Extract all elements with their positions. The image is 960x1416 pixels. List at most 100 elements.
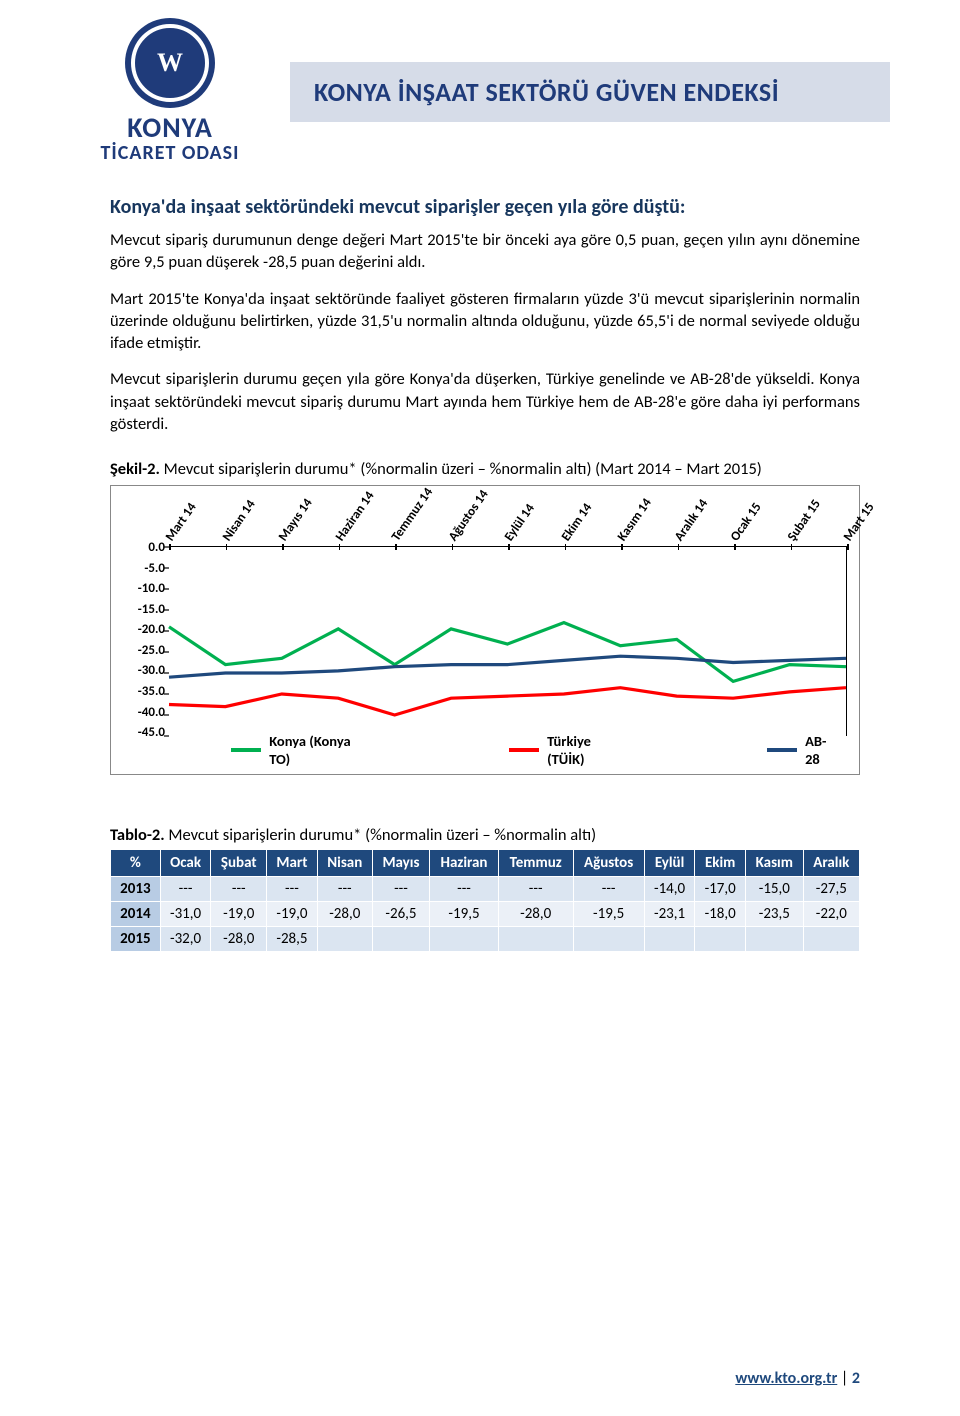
table-cell: -28,0 — [317, 902, 372, 927]
table-cell — [317, 927, 372, 952]
table-cell — [430, 927, 499, 952]
table-cell: --- — [498, 877, 573, 902]
x-axis-labels: Mart 14Nisan 14Mayıs 14Haziran 14Temmuz … — [169, 490, 847, 544]
table-year-cell: 2013 — [111, 877, 161, 902]
table-cell: --- — [573, 877, 644, 902]
table-header: Mayıs — [372, 850, 429, 877]
y-axis-labels: 0.0-5.0-10.0-15.0-20.0-25.0-30.0-35.0-40… — [121, 540, 165, 740]
logo-line1: KONYA — [70, 110, 270, 145]
y-label: -30.0 — [121, 663, 165, 678]
table-row: 2015-32,0-28,0-28,5 — [111, 927, 860, 952]
y-label: -40.0 — [121, 705, 165, 720]
table-cell: -15,0 — [745, 877, 803, 902]
figure-caption-text: Mevcut siparişlerin durumu* (%normalin ü… — [160, 459, 762, 479]
y-label: -15.0 — [121, 602, 165, 617]
logo-line2: TİCARET ODASI — [70, 141, 270, 165]
x-label: Haziran 14 — [332, 489, 377, 544]
table-cell — [644, 927, 695, 952]
table-cell: -22,0 — [803, 902, 859, 927]
x-label: Eylül 14 — [502, 501, 538, 544]
legend-label: AB-28 — [805, 732, 839, 768]
figure-caption: Şekil-2. Mevcut siparişlerin durumu* (%n… — [110, 459, 860, 479]
legend-label: Türkiye (TÜİK) — [547, 732, 627, 768]
footer-page: 2 — [852, 1369, 860, 1388]
paragraph-2: Mart 2015'te Konya'da inşaat sektöründe … — [110, 288, 860, 355]
y-label: -5.0 — [121, 561, 165, 576]
footer-url: www.kto.org.tr — [735, 1369, 837, 1388]
table-cell — [803, 927, 859, 952]
y-label: -45.0 — [121, 725, 165, 740]
footer-sep: | — [837, 1369, 852, 1388]
table-cell: -28,0 — [498, 902, 573, 927]
x-label: Mayıs 14 — [276, 496, 316, 544]
series-line — [169, 688, 846, 715]
table-cell: -28,5 — [267, 927, 318, 952]
table-header: Ocak — [160, 850, 211, 877]
line-chart: Mart 14Nisan 14Mayıs 14Haziran 14Temmuz … — [110, 485, 860, 775]
paragraph-1: Mevcut sipariş durumunun denge değeri Ma… — [110, 229, 860, 274]
table-cell: --- — [211, 877, 267, 902]
chart-lines — [169, 547, 846, 736]
main-content: Konya'da inşaat sektöründeki mevcut sipa… — [0, 165, 960, 952]
table-cell — [695, 927, 746, 952]
page-header: W KONYA TİCARET ODASI KONYA İNŞAAT SEKTÖ… — [0, 0, 960, 165]
legend-swatch — [767, 748, 797, 752]
x-label: Ekim 14 — [558, 501, 595, 544]
table-cell — [498, 927, 573, 952]
table-cell: --- — [317, 877, 372, 902]
table-cell: -23,5 — [745, 902, 803, 927]
legend-swatch — [509, 748, 539, 752]
table-header: Nisan — [317, 850, 372, 877]
chart-plot-area — [169, 546, 847, 736]
table-header: Ekim — [695, 850, 746, 877]
table-caption-bold: Tablo-2. — [110, 825, 165, 845]
table-cell: -19,0 — [211, 902, 267, 927]
data-table: %OcakŞubatMartNisanMayısHaziranTemmuzAğu… — [110, 849, 860, 952]
y-label: 0.0 — [121, 540, 165, 555]
table-cell: --- — [267, 877, 318, 902]
table-header: Aralık — [803, 850, 859, 877]
table-caption: Tablo-2. Mevcut siparişlerin durumu* (%n… — [110, 825, 860, 845]
table-cell: -19,5 — [430, 902, 499, 927]
logo-icon: W — [125, 18, 215, 108]
page-title: KONYA İNŞAAT SEKTÖRÜ GÜVEN ENDEKSİ — [290, 62, 890, 122]
table-header: Eylül — [644, 850, 695, 877]
table-cell: -32,0 — [160, 927, 211, 952]
table-header: Mart — [267, 850, 318, 877]
table-header: Şubat — [211, 850, 267, 877]
chart-legend: Konya (Konya TO) Türkiye (TÜİK) AB-28 — [171, 732, 839, 768]
table-cell: -17,0 — [695, 877, 746, 902]
x-label: Aralık 14 — [671, 497, 710, 544]
page-footer: www.kto.org.tr | 2 — [735, 1369, 860, 1388]
y-label: -10.0 — [121, 581, 165, 596]
x-label: Temmuz 14 — [389, 485, 436, 544]
table-cell: -18,0 — [695, 902, 746, 927]
section-heading: Konya'da inşaat sektöründeki mevcut sipa… — [110, 195, 860, 219]
table-cell: --- — [372, 877, 429, 902]
table-caption-text: Mevcut siparişlerin durumu* (%normalin ü… — [165, 825, 597, 845]
table-cell — [372, 927, 429, 952]
figure-caption-bold: Şekil-2. — [110, 459, 160, 479]
table-header: Temmuz — [498, 850, 573, 877]
table-cell: -26,5 — [372, 902, 429, 927]
table-cell: --- — [430, 877, 499, 902]
table-cell: -19,0 — [267, 902, 318, 927]
table-cell: -14,0 — [644, 877, 695, 902]
x-label: Mart 15 — [841, 500, 878, 544]
x-label: Mart 14 — [163, 500, 200, 544]
x-label: Ağustos 14 — [445, 487, 491, 544]
table-cell: -28,0 — [211, 927, 267, 952]
table-cell: --- — [160, 877, 211, 902]
x-label: Kasım 14 — [615, 496, 655, 544]
legend-item: Konya (Konya TO) — [231, 732, 369, 768]
paragraph-3: Mevcut siparişlerin durumu geçen yıla gö… — [110, 368, 860, 435]
table-cell: -27,5 — [803, 877, 859, 902]
legend-item: AB-28 — [767, 732, 839, 768]
table-header: Haziran — [430, 850, 499, 877]
table-cell — [573, 927, 644, 952]
legend-item: Türkiye (TÜİK) — [509, 732, 627, 768]
x-label: Şubat 15 — [784, 497, 823, 544]
table-cell: -19,5 — [573, 902, 644, 927]
legend-label: Konya (Konya TO) — [269, 732, 369, 768]
logo-block: W KONYA TİCARET ODASI — [70, 18, 270, 165]
